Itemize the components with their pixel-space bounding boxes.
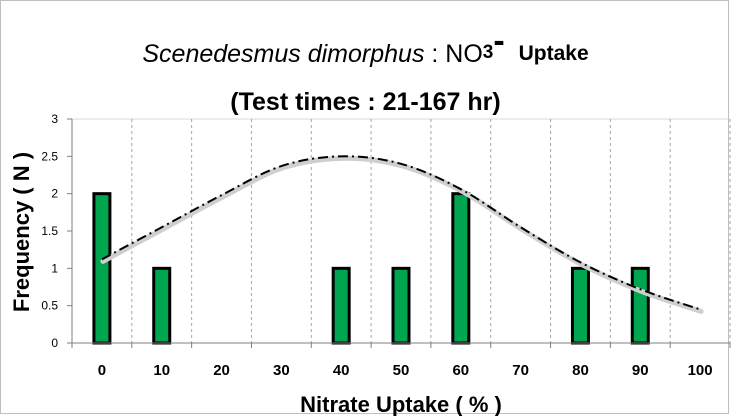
bar-40	[331, 266, 351, 345]
x-tick-label: 100	[688, 362, 713, 379]
title-uptake: Uptake	[518, 42, 589, 65]
x-tick-labels: 0 10 20 30 40 50 60 70 80 90 100	[98, 362, 713, 379]
y-tick-label: 3	[51, 112, 58, 126]
title-separator: : NO	[424, 40, 483, 68]
gridlines	[72, 118, 731, 343]
y-tick-label: 0	[51, 336, 58, 350]
x-tick-label: 10	[153, 362, 170, 379]
y-tick-label: 2	[51, 187, 58, 201]
chart-title: Scenedesmus dimorphus : NO3- Uptake	[0, 24, 731, 69]
x-tick-label: 50	[393, 362, 410, 379]
axes	[67, 118, 731, 348]
fit-curve	[101, 155, 701, 311]
x-tick-label: 20	[213, 362, 230, 379]
y-tick-label: 1	[51, 261, 58, 275]
x-tick-label: 90	[632, 362, 649, 379]
title-charge: -	[493, 22, 505, 60]
x-tick-label: 0	[98, 362, 106, 379]
bar-90	[630, 266, 650, 345]
x-tick-label: 40	[333, 362, 350, 379]
y-tick-label: 2.5	[41, 149, 58, 163]
x-tick-label: 80	[572, 362, 589, 379]
bar-80	[570, 266, 590, 345]
bar-50	[391, 266, 411, 345]
title-subscript: 3	[482, 42, 494, 63]
x-axis-title: Nitrate Uptake ( % )	[300, 392, 502, 416]
bar-60	[451, 192, 471, 345]
chart-subtitle: (Test times : 21-167 hr)	[230, 88, 501, 116]
x-tick-label: 60	[452, 362, 469, 379]
bar-10	[152, 266, 172, 345]
x-tick-label: 30	[273, 362, 290, 379]
fit-curve-group	[100, 155, 704, 314]
y-tick-label: 0.5	[41, 299, 58, 313]
y-tick-label: 1.5	[41, 224, 58, 238]
bar-0	[92, 192, 112, 345]
title-species: Scenedesmus dimorphus	[142, 40, 425, 68]
x-tick-label: 70	[512, 362, 529, 379]
y-tick-labels: 0 0.5 1 1.5 2 2.5 3	[41, 112, 58, 350]
y-axis-title: Frequency ( N )	[9, 152, 34, 312]
fit-curve-shadow	[100, 155, 704, 314]
